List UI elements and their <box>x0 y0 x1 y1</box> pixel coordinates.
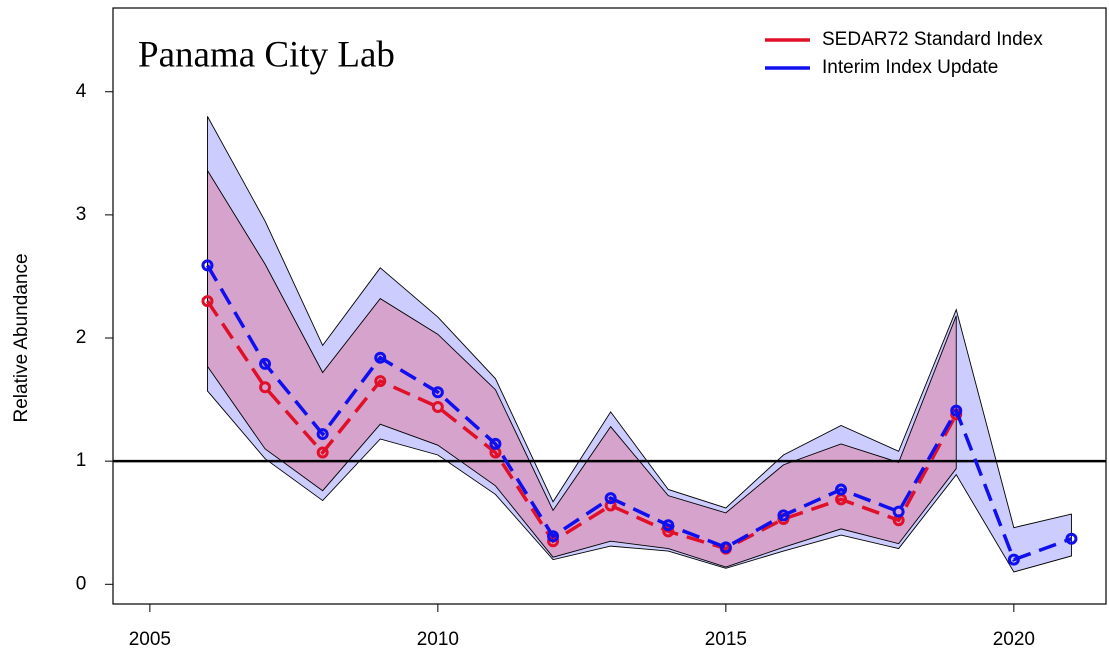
y-tick-label: 3 <box>76 204 87 225</box>
point <box>431 386 444 399</box>
y-tick-label: 0 <box>76 573 87 594</box>
y-axis-label: Relative Abundance <box>11 253 32 422</box>
x-tick-label: 2020 <box>993 629 1035 650</box>
point <box>201 259 214 272</box>
point <box>316 446 329 459</box>
point <box>547 530 560 543</box>
point <box>892 505 905 518</box>
index-line <box>205 264 1073 562</box>
point <box>259 381 272 394</box>
legend-label: SEDAR72 Standard Index <box>822 29 1043 50</box>
point <box>374 351 387 364</box>
confidence-band <box>207 168 957 568</box>
legend-label: Interim Index Update <box>822 57 998 78</box>
point <box>604 492 617 505</box>
y-tick-label: 2 <box>76 327 87 348</box>
y-tick-label: 4 <box>76 81 87 102</box>
point <box>374 375 387 388</box>
point <box>489 437 502 450</box>
point <box>777 509 790 522</box>
point <box>431 400 444 413</box>
point <box>1007 553 1020 566</box>
x-tick-label: 2005 <box>129 629 171 650</box>
chart-title: Panama City Lab <box>138 34 395 75</box>
x-tick-label: 2015 <box>705 629 747 650</box>
point <box>259 357 272 370</box>
y-tick-label: 1 <box>76 450 87 471</box>
point <box>1065 532 1078 545</box>
point <box>201 295 214 308</box>
point <box>719 541 732 554</box>
confidence-band <box>207 116 1072 573</box>
point <box>604 499 617 512</box>
x-tick-label: 2010 <box>417 629 459 650</box>
point <box>835 483 848 496</box>
point <box>662 519 675 532</box>
point <box>316 428 329 441</box>
point <box>950 404 963 417</box>
plot-frame <box>112 7 1107 605</box>
index-line <box>206 300 958 551</box>
